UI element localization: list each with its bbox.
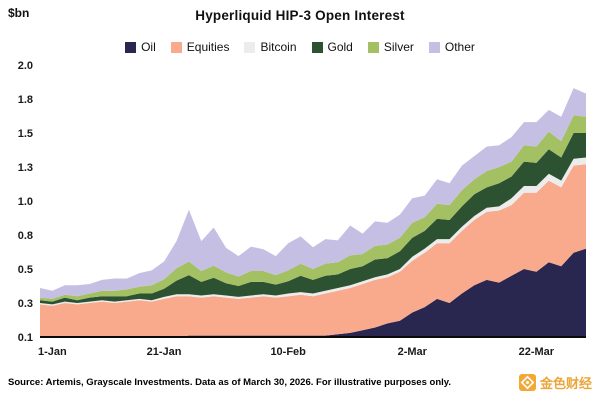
legend-item-bitcoin: Bitcoin (244, 40, 297, 54)
jinse-brand: 金色财经 (518, 373, 592, 392)
jinse-logo-icon (518, 374, 536, 391)
area-oil (40, 248, 586, 337)
y-tick-label: 0.8 (18, 230, 33, 242)
legend-item-silver: Silver (367, 40, 414, 54)
legend-swatch-bitcoin (244, 41, 256, 53)
legend-swatch-gold (311, 41, 323, 53)
legend-swatch-oil (125, 41, 137, 53)
legend-label: Silver (383, 40, 414, 54)
y-tick-label: 2.0 (18, 60, 33, 72)
legend-item-equities: Equities (170, 40, 230, 54)
y-tick-label: 0.5 (18, 264, 33, 276)
chart-svg: 2.0 1.8 1.5 1.3 1.0 0.8 0.5 0.3 0.1 1-Jan 21-Jan 10… (18, 60, 586, 358)
source-note: Source: Artemis, Grayscale Investments. … (8, 377, 451, 388)
y-tick-label: 0.3 (18, 298, 33, 310)
legend-item-gold: Gold (311, 40, 353, 54)
legend-item-oil: Oil (125, 40, 156, 54)
x-tick-label: 2-Mar (398, 346, 428, 358)
y-axis-unit-label: $bn (8, 6, 30, 20)
chart-header: $bn Hyperliquid HIP-3 Open Interest (0, 0, 600, 34)
legend-item-other: Other (428, 40, 475, 54)
x-tick-label: 10-Feb (270, 346, 306, 358)
jinse-brand-text: 金色财经 (539, 376, 592, 391)
legend-label: Bitcoin (260, 40, 297, 54)
legend-label: Other (444, 40, 475, 54)
x-tick-label: 21-Jan (147, 346, 182, 358)
y-tick-label: 1.5 (18, 128, 33, 140)
y-tick-label: 1.3 (18, 162, 33, 174)
y-tick-label: 1.8 (18, 94, 33, 106)
x-tick-label: 1-Jan (38, 346, 67, 358)
legend-label: Oil (141, 40, 156, 54)
footer: Source: Artemis, Grayscale Investments. … (0, 369, 600, 392)
area-equities (40, 164, 586, 337)
legend: Oil Equities Bitcoin Gold Silver Other (0, 37, 600, 57)
legend-swatch-equities (170, 41, 182, 53)
area-other (40, 88, 586, 299)
y-tick-label: 0.1 (18, 332, 33, 344)
y-tick-label: 1.0 (18, 196, 33, 208)
legend-swatch-other (428, 41, 440, 53)
legend-label: Gold (327, 40, 353, 54)
x-tick-label: 22-Mar (519, 346, 555, 358)
legend-label: Equities (186, 40, 230, 54)
legend-swatch-silver (367, 41, 379, 53)
chart-title: Hyperliquid HIP-3 Open Interest (195, 8, 405, 23)
